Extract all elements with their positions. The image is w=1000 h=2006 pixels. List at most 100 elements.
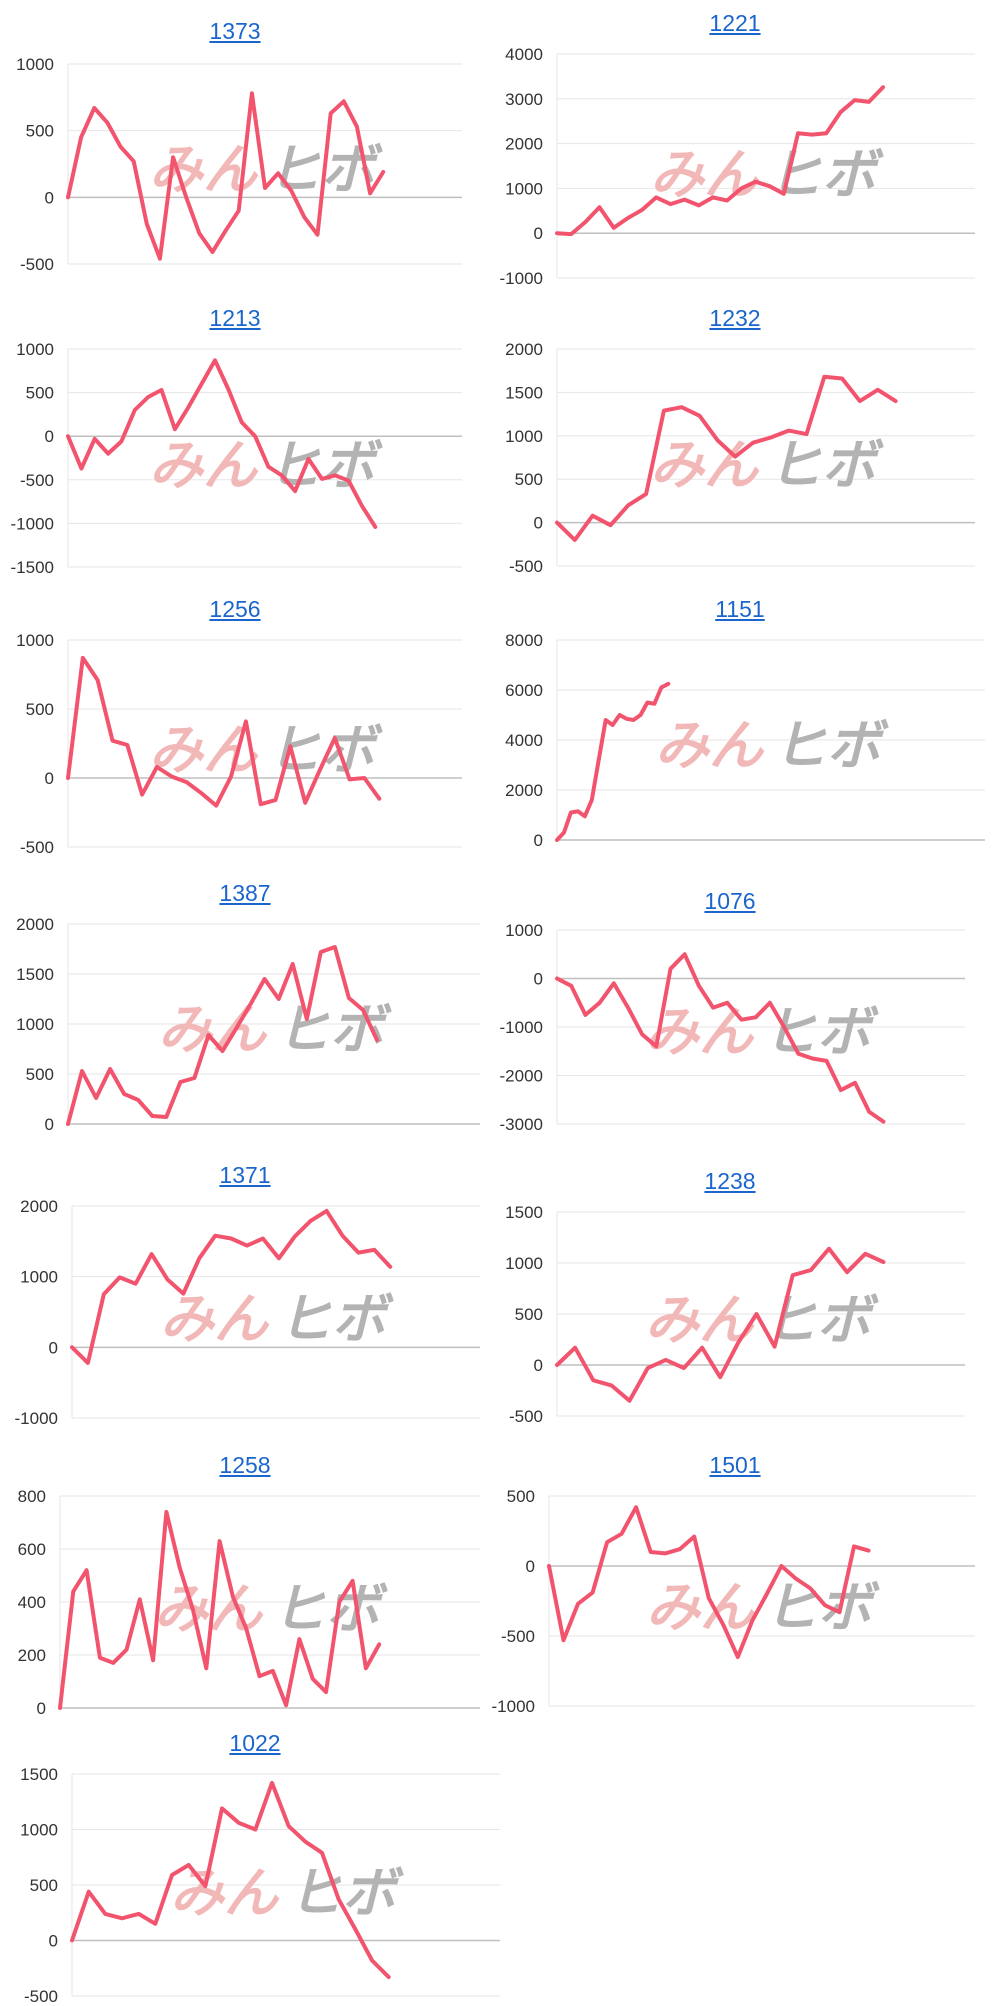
chart-panel-1258: 800 600 400 200 0 みん ヒボ 1258 — [0, 1452, 490, 1718]
chart-panel-1076: 1000 0 -1000 -2000 -3000 みん ヒボ 1076 — [485, 888, 975, 1146]
line-chart: 4000 3000 2000 1000 0 -1000 みん ヒボ — [500, 45, 975, 288]
y-tick-label: 4000 — [505, 731, 543, 750]
watermark-latin: ヒボ — [267, 720, 383, 780]
chart-title-link[interactable]: 1238 — [704, 1168, 756, 1194]
chart-title-link[interactable]: 1221 — [709, 10, 761, 36]
watermark-kana: みん — [158, 1000, 268, 1060]
line-chart: 2000 1500 1000 500 0 みん ヒボ — [16, 915, 480, 1134]
y-tick-label: 1500 — [16, 965, 54, 984]
y-tick-label: -1500 — [11, 558, 54, 577]
chart-panel-1221: 4000 3000 2000 1000 0 -1000 みん ヒボ 1221 — [485, 10, 985, 288]
watermark-latin: ヒボ — [763, 1002, 879, 1062]
y-tick-label: 1000 — [16, 631, 54, 650]
chart-title-link[interactable]: 1371 — [219, 1162, 271, 1188]
chart-panel-1387: 2000 1500 1000 500 0 みん ヒボ 1387 — [0, 880, 490, 1142]
y-tick-label: 500 — [515, 1305, 543, 1324]
chart-title-link[interactable]: 1258 — [219, 1452, 271, 1478]
y-tick-label: -3000 — [500, 1115, 543, 1134]
watermark-logo: みん ヒボ — [160, 1289, 394, 1349]
y-tick-label: 0 — [45, 427, 54, 446]
y-tick-label: 2000 — [20, 1197, 58, 1216]
chart-title-link[interactable]: 1151 — [715, 596, 765, 622]
chart-title-link[interactable]: 1387 — [219, 880, 271, 906]
chart-panel-1371: 2000 1000 0 -1000 みん ヒボ 1371 — [0, 1162, 490, 1428]
watermark-kana: みん — [650, 436, 760, 496]
watermark-kana: みん — [170, 1864, 280, 1924]
series-line — [66, 91, 386, 261]
y-tick-label: 0 — [37, 1699, 46, 1718]
chart-title-link[interactable]: 1076 — [704, 888, 756, 914]
chart-panel-1256: 1000 500 0 -500 みん ヒボ 1256 — [0, 596, 470, 857]
y-tick-label: -1000 — [500, 269, 543, 288]
y-tick-label: 1000 — [16, 1015, 54, 1034]
chart-panel-1501: 500 0 -500 -1000 みん ヒボ 1501 — [485, 1452, 985, 1716]
chart-panel-1151: 8000 6000 4000 2000 0 みん ヒボ 1151 — [485, 596, 995, 854]
y-tick-label: 0 — [526, 1557, 535, 1576]
series-line — [547, 1505, 871, 1659]
y-tick-label: 400 — [18, 1593, 46, 1612]
chart-title-link[interactable]: 1373 — [209, 18, 261, 44]
chart-title-link[interactable]: 1501 — [709, 1452, 761, 1478]
y-tick-label: 0 — [45, 188, 54, 207]
y-tick-label: 0 — [534, 831, 543, 850]
y-tick-label: -500 — [501, 1627, 535, 1646]
y-tick-label: 1000 — [20, 1268, 58, 1287]
watermark-logo: みん ヒボ — [645, 1002, 879, 1062]
watermark-logo: みん ヒボ — [149, 436, 383, 496]
y-tick-label: 2000 — [505, 135, 543, 154]
y-tick-label: -1000 — [500, 1018, 543, 1037]
series-line — [66, 655, 382, 808]
chart-title-link[interactable]: 1213 — [209, 305, 261, 331]
y-tick-label: 3000 — [505, 90, 543, 109]
watermark-kana: みん — [650, 145, 760, 205]
series-line — [58, 1509, 382, 1710]
series-line — [555, 374, 898, 542]
y-tick-label: 6000 — [505, 681, 543, 700]
series-line — [70, 1780, 391, 1980]
watermark-latin: ヒボ — [768, 436, 884, 496]
y-tick-label: 500 — [26, 700, 54, 719]
watermark-kana: みん — [149, 720, 259, 780]
watermark-latin: ヒボ — [773, 716, 889, 776]
line-chart: 2000 1000 0 -1000 みん ヒボ — [15, 1197, 480, 1428]
watermark-latin: ヒボ — [768, 145, 884, 205]
line-chart: 1500 1000 500 0 -500 みん ヒボ — [20, 1765, 500, 2006]
chart-title-link[interactable]: 1232 — [709, 305, 761, 331]
watermark-logo: みん ヒボ — [646, 1578, 880, 1638]
watermark-logo: みん ヒボ — [170, 1864, 404, 1924]
line-chart: 1000 0 -1000 -2000 -3000 みん ヒボ — [500, 921, 965, 1134]
series-line — [66, 358, 378, 529]
watermark-logo: みん ヒボ — [650, 145, 884, 205]
series-line — [555, 85, 885, 237]
series-line — [555, 1246, 886, 1403]
y-tick-label: 0 — [45, 769, 54, 788]
y-tick-label: 1000 — [505, 427, 543, 446]
y-tick-label: 0 — [534, 224, 543, 243]
series-line — [555, 952, 886, 1124]
watermark-latin: ヒボ — [764, 1578, 880, 1638]
y-tick-label: -500 — [20, 838, 54, 857]
y-tick-label: 500 — [26, 122, 54, 141]
y-tick-label: 1500 — [20, 1765, 58, 1784]
y-tick-label: 800 — [18, 1487, 46, 1506]
line-chart: 2000 1500 1000 500 0 -500 みん ヒボ — [505, 340, 975, 576]
y-tick-label: 1500 — [505, 1203, 543, 1222]
chart-panel-1238: 1500 1000 500 0 -500 みん ヒボ 1238 — [485, 1168, 975, 1426]
line-chart: 1000 500 0 -500 -1000 -1500 みん ヒボ — [11, 340, 462, 577]
chart-panel-1373: 1000 500 0 -500 みん ヒボ 1373 — [0, 18, 470, 274]
watermark-logo: みん ヒボ — [650, 436, 884, 496]
y-tick-label: 0 — [534, 970, 543, 989]
watermark-latin: ヒボ — [278, 1289, 394, 1349]
line-chart: 1000 500 0 -500 みん ヒボ — [16, 631, 462, 857]
y-tick-label: 500 — [26, 1065, 54, 1084]
chart-panel-1022: 1500 1000 500 0 -500 みん ヒボ 1022 — [0, 1730, 510, 2006]
y-tick-label: 0 — [534, 514, 543, 533]
y-tick-label: -500 — [509, 1407, 543, 1426]
y-tick-label: 600 — [18, 1540, 46, 1559]
y-tick-label: 0 — [49, 1932, 58, 1951]
chart-title-link[interactable]: 1022 — [229, 1730, 281, 1756]
y-tick-label: 2000 — [16, 915, 54, 934]
watermark-latin: ヒボ — [276, 1000, 392, 1060]
chart-title-link[interactable]: 1256 — [209, 596, 261, 622]
